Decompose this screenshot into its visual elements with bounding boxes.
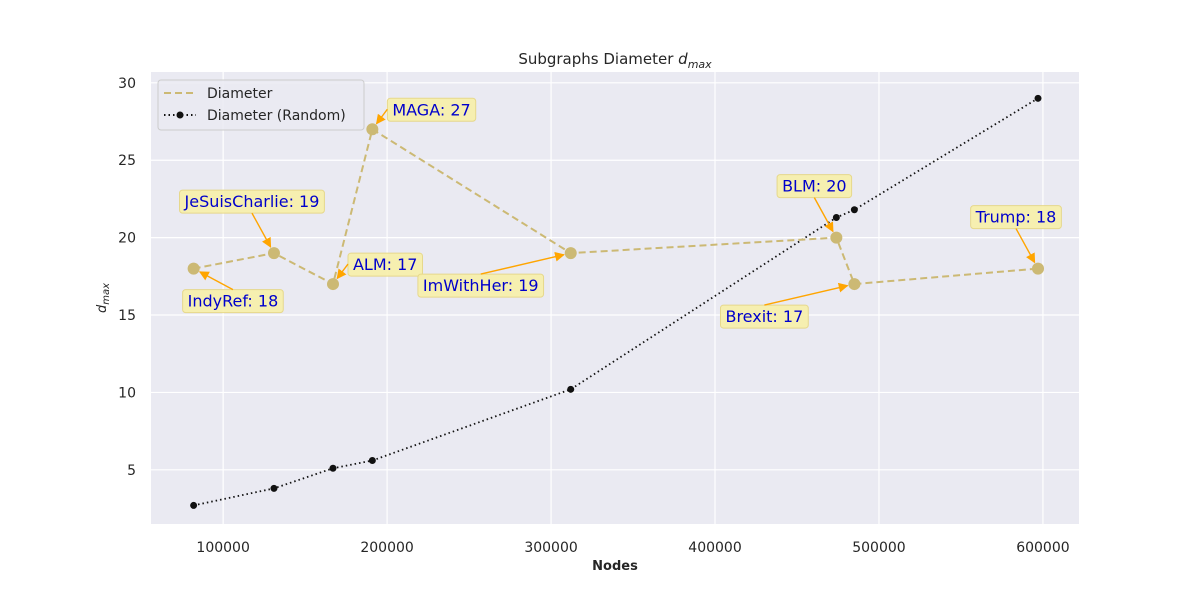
chart-title: Subgraphs Diameter dmax <box>518 50 712 71</box>
annotation-label: BLM: 20 <box>782 177 847 196</box>
annotation-layer: IndyRef: 18 JeSuisCharlie: 19 ALM: 17 MAGA:… <box>179 97 1062 329</box>
annotation: JeSuisCharlie: 19 <box>179 189 325 248</box>
annotation-label: Trump: 18 <box>975 208 1057 227</box>
y-tick-label: 15 <box>118 308 136 324</box>
annotation: Trump: 18 <box>970 205 1062 264</box>
legend-marker-diameter-random <box>176 111 184 119</box>
x-tick-label: 500000 <box>852 540 905 556</box>
legend-label-diameter: Diameter <box>207 86 273 102</box>
y-tick-labels: 5 10 15 20 25 30 <box>118 76 136 479</box>
series-layer <box>187 94 1045 509</box>
title-symbol-sub: max <box>688 58 712 71</box>
annotation-label: ImWithHer: 19 <box>423 276 539 295</box>
y-tick-label: 20 <box>118 231 136 247</box>
data-point-diameter <box>564 247 577 260</box>
data-point-diameter-random <box>190 501 198 509</box>
series-line-diameter <box>193 127 1039 286</box>
data-point-diameter-random <box>329 464 337 472</box>
legend: Diameter Diameter (Random) <box>157 79 365 131</box>
annotation: MAGA: 27 <box>375 97 477 125</box>
data-point-diameter-random <box>368 457 376 465</box>
data-point-diameter <box>326 278 339 291</box>
annotation-arrow <box>813 197 834 233</box>
data-point-diameter-random <box>832 214 840 222</box>
data-point-diameter <box>1032 262 1045 275</box>
data-point-diameter <box>366 123 379 136</box>
y-tick-label: 10 <box>118 385 136 401</box>
plot-background <box>151 72 1079 524</box>
x-tick-label: 300000 <box>524 540 577 556</box>
x-tick-label: 400000 <box>688 540 741 556</box>
y-tick-label: 25 <box>118 153 136 169</box>
x-tick-label: 600000 <box>1016 540 1069 556</box>
annotation: ImWithHer: 19 <box>417 251 565 298</box>
y-axis-label: dmax <box>95 283 112 313</box>
annotation-arrow <box>1015 228 1036 264</box>
y-tick-label: 5 <box>127 463 136 479</box>
title-symbol: d <box>678 50 688 68</box>
data-point-diameter-random <box>567 385 575 393</box>
y-tick-label: 30 <box>118 76 136 92</box>
annotation-label: JeSuisCharlie: 19 <box>184 192 320 211</box>
data-point-diameter <box>830 231 843 244</box>
annotation-arrow <box>764 282 849 306</box>
annotation-arrow <box>480 251 565 275</box>
data-point-diameter <box>267 247 280 260</box>
data-point-diameter-random <box>270 484 278 492</box>
annotation-arrow <box>336 263 349 280</box>
data-point-diameter <box>187 262 200 275</box>
data-point-diameter-random <box>850 206 858 214</box>
annotation: IndyRef: 18 <box>182 271 284 314</box>
annotation-label: IndyRef: 18 <box>188 292 279 311</box>
annotation-arrow <box>198 271 234 291</box>
data-point-diameter-random <box>1034 94 1042 102</box>
data-point-diameter <box>848 278 861 291</box>
x-axis-label: Nodes <box>592 559 638 574</box>
legend-label-diameter-random: Diameter (Random) <box>207 108 346 124</box>
annotation: ALM: 17 <box>336 252 423 280</box>
x-tick-labels: 100000 200000 300000 400000 500000 600000 <box>196 540 1069 556</box>
x-tick-label: 100000 <box>196 540 249 556</box>
annotation-arrow <box>251 212 272 248</box>
legend-box <box>157 79 365 131</box>
annotation-label: Brexit: 17 <box>725 307 803 326</box>
annotation: BLM: 20 <box>776 174 853 233</box>
annotation-label: ALM: 17 <box>353 255 418 274</box>
annotation: Brexit: 17 <box>719 282 849 329</box>
annotation-arrow <box>375 108 388 125</box>
x-tick-label: 200000 <box>360 540 413 556</box>
annotation-label: MAGA: 27 <box>392 100 470 119</box>
